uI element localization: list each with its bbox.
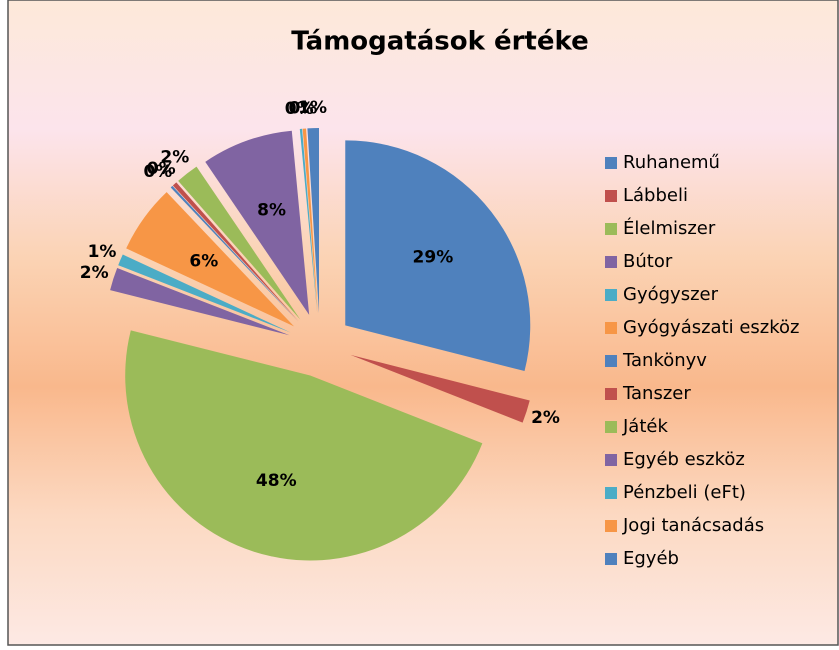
pie-slice	[125, 330, 483, 561]
pie-slice	[307, 128, 319, 314]
legend-label: Egyéb	[623, 548, 679, 569]
data-label: 48%	[256, 471, 297, 491]
legend-swatch	[605, 553, 617, 565]
data-label: 2%	[80, 263, 109, 283]
data-label: 6%	[189, 252, 218, 272]
pie-slice	[178, 166, 301, 320]
legend-label: Élelmiszer	[623, 217, 716, 239]
pie-slice	[126, 192, 295, 327]
pie-slice	[172, 182, 299, 322]
data-label: 2%	[160, 148, 189, 168]
legend-label: Pénzbeli (eFt)	[623, 482, 746, 503]
legend-swatch	[605, 388, 617, 400]
data-label: 0%	[288, 99, 317, 119]
pie-slice	[345, 140, 531, 372]
data-label: 0%	[147, 159, 176, 179]
data-label: 0%	[285, 99, 314, 119]
legend-swatch	[605, 256, 617, 268]
pie-slice	[205, 130, 310, 315]
legend-swatch	[605, 487, 617, 499]
legend-swatch	[605, 520, 617, 532]
data-label: 0%	[143, 162, 172, 182]
data-label: 1%	[298, 98, 327, 118]
legend-label: Ruhanemű	[623, 152, 720, 173]
legend-label: Egyéb eszköz	[623, 449, 745, 470]
legend-swatch	[605, 190, 617, 202]
legend-swatch	[605, 322, 617, 334]
legend-swatch	[605, 223, 617, 235]
pie-slice	[110, 268, 290, 336]
data-label: 1%	[88, 242, 117, 262]
legend-swatch	[605, 355, 617, 367]
pie-slice	[170, 185, 299, 322]
legend-label: Gyógyászati eszköz	[623, 317, 800, 338]
legend-swatch	[605, 289, 617, 301]
pie-slice	[118, 254, 291, 333]
pie-slice	[302, 128, 318, 314]
pie-slice	[350, 354, 530, 423]
data-label: 8%	[257, 200, 286, 220]
legend-label: Bútor	[623, 251, 673, 272]
legend-label: Lábbeli	[623, 185, 688, 206]
legend-swatch	[605, 421, 617, 433]
legend-label: Tanszer	[622, 383, 691, 404]
pie-slice	[299, 128, 318, 314]
legend-label: Tankönyv	[622, 350, 707, 371]
legend-label: Jogi tanácsadás	[622, 515, 764, 536]
legend-swatch	[605, 454, 617, 466]
legend-label: Gyógyszer	[623, 284, 719, 305]
chart-title: Támogatások értéke	[291, 27, 588, 57]
data-label: 2%	[531, 408, 560, 428]
data-label: 29%	[413, 247, 454, 267]
legend-label: Játék	[622, 416, 668, 437]
legend-swatch	[605, 157, 617, 169]
